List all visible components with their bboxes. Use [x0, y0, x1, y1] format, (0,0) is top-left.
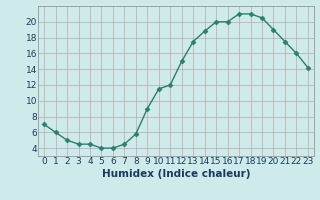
X-axis label: Humidex (Indice chaleur): Humidex (Indice chaleur): [102, 169, 250, 179]
